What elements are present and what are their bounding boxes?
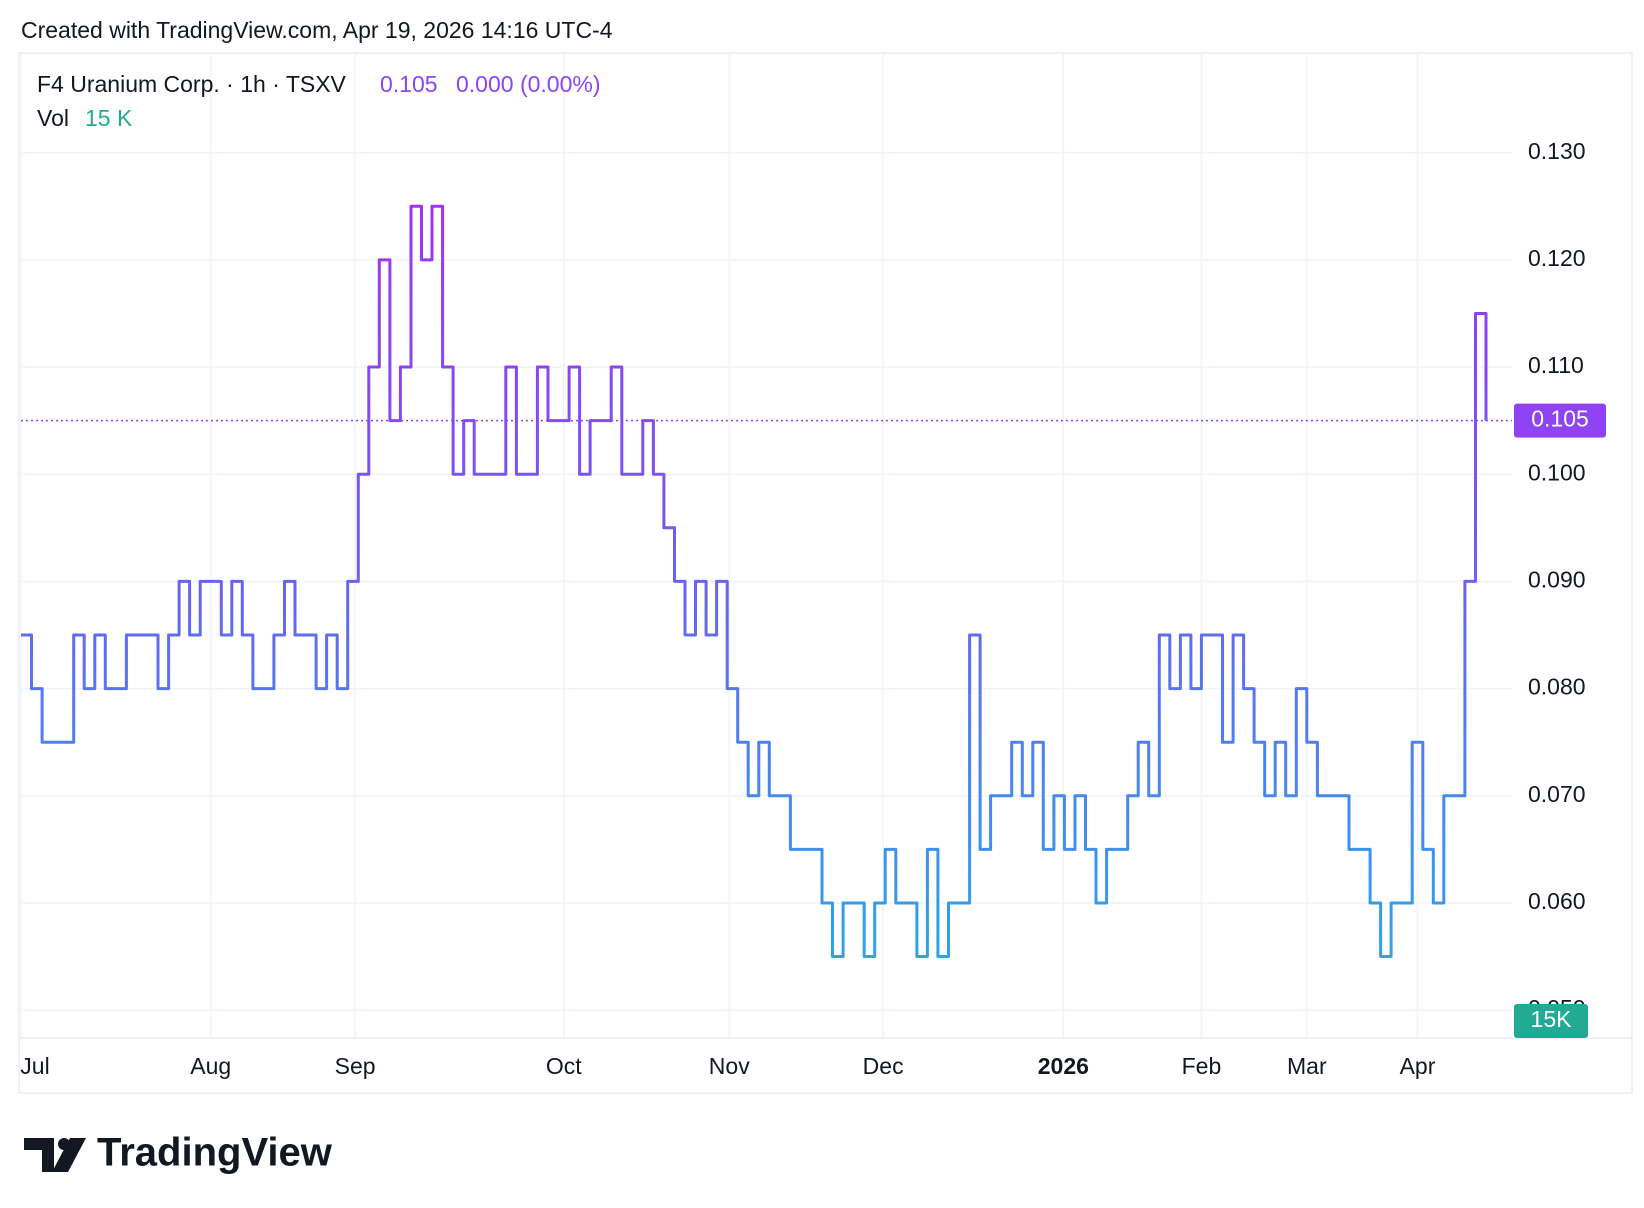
y-tick-label: 0.120: [1528, 245, 1586, 271]
chart-title: F4 Uranium Corp. · 1h · TSXV: [37, 71, 347, 97]
last-price-label: 0.105: [1531, 406, 1589, 432]
last-price-badge: [1514, 403, 1606, 438]
brand-name: TradingView: [97, 1131, 333, 1175]
x-tick-label: Jul: [20, 1053, 49, 1079]
legend-price: 0.105: [380, 71, 438, 97]
volume-legend: 15 K: [85, 105, 133, 131]
y-tick-label: 0.080: [1528, 674, 1586, 700]
x-tick-label: 2026: [1038, 1053, 1089, 1079]
x-tick-label: Apr: [1400, 1053, 1436, 1079]
volume-badge: [1514, 1004, 1588, 1038]
y-tick-label: 0.100: [1528, 459, 1586, 485]
y-tick-label: 0.130: [1528, 138, 1586, 164]
legend-change: 0.000 (0.00%): [456, 71, 600, 97]
x-tick-label: Sep: [335, 1053, 376, 1079]
y-tick-label: 0.090: [1528, 566, 1586, 592]
x-tick-label: Nov: [709, 1053, 750, 1079]
created-note: Created with TradingView.com, Apr 19, 20…: [21, 17, 613, 43]
y-tick-label: 0.060: [1528, 888, 1586, 914]
x-tick-label: Aug: [190, 1053, 231, 1079]
plot: 0.0500.0600.0700.0800.0900.1000.1100.120…: [19, 53, 1632, 1079]
y-tick-label: 0.070: [1528, 781, 1586, 807]
volume-badge-label: 15K: [1531, 1006, 1573, 1032]
volume-name: Vol: [37, 105, 69, 131]
x-tick-label: Oct: [546, 1053, 582, 1079]
brand-logo: [24, 1138, 86, 1172]
y-tick-label: 0.110: [1528, 352, 1584, 378]
x-tick-label: Dec: [863, 1053, 904, 1079]
x-tick-label: Mar: [1287, 1053, 1327, 1079]
chart-frame: [18, 52, 1633, 1094]
x-tick-label: Feb: [1182, 1053, 1222, 1079]
price-line: [21, 204, 1488, 958]
